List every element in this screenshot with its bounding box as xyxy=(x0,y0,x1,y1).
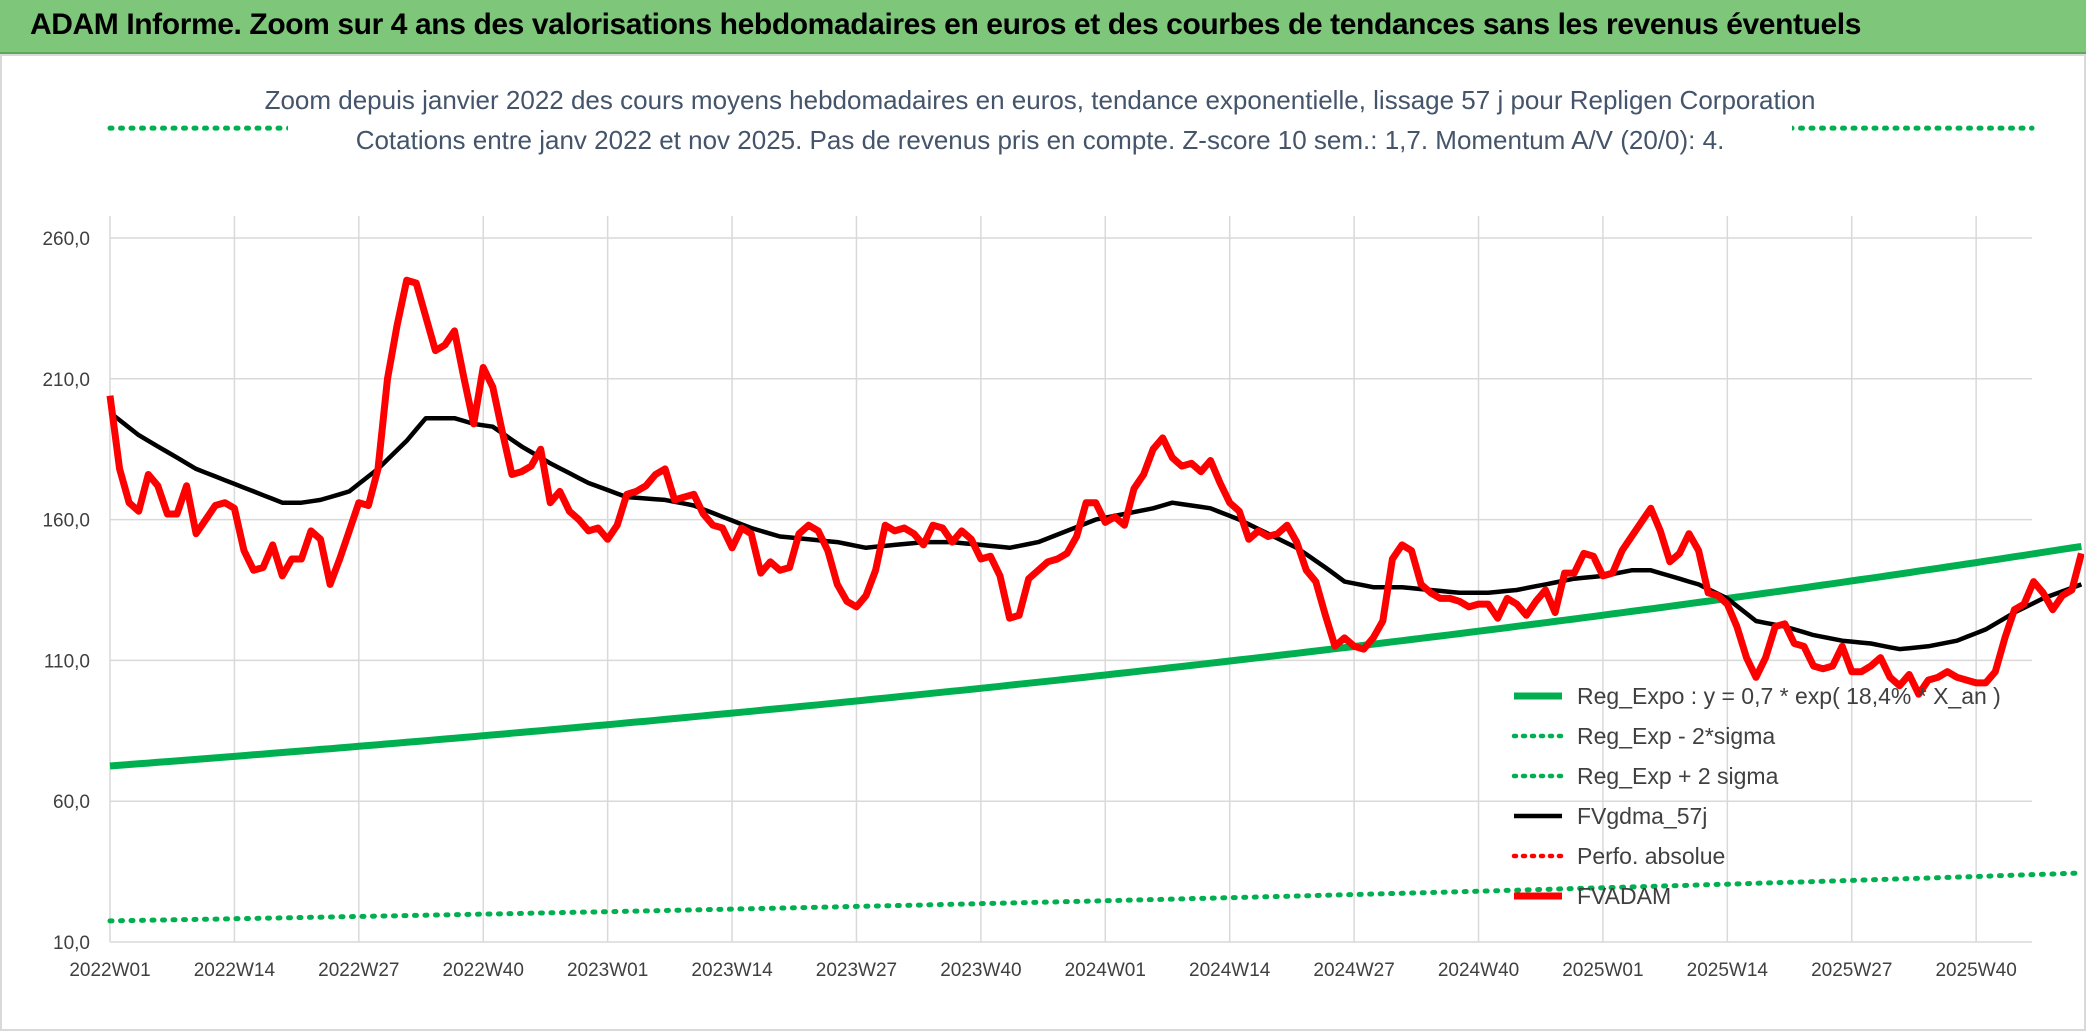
x-tick-label: 2025W40 xyxy=(1935,960,2016,981)
x-tick-label: 2024W27 xyxy=(1313,960,1394,981)
x-tick-label: 2025W01 xyxy=(1562,960,1643,981)
fvadam-line xyxy=(106,276,2084,698)
chart-title: Zoom depuis janvier 2022 des cours moyen… xyxy=(265,85,1816,115)
legend-label: Reg_Expo : y = 0,7 * exp( 18,4% * X_an ) xyxy=(1577,683,2001,709)
legend: Reg_Expo : y = 0,7 * exp( 18,4% * X_an )… xyxy=(1511,683,2001,909)
legend-label: FVgdma_57j xyxy=(1577,803,1707,829)
legend-label: FVADAM xyxy=(1577,883,1671,909)
y-axis-ticks: 10,0 60,0 110,0 160,0 210,0 260,0 xyxy=(42,229,90,954)
x-tick-label: 2024W01 xyxy=(1065,960,1146,981)
grid xyxy=(109,216,2032,943)
chart-subtitle: Cotations entre janv 2022 et nov 2025. P… xyxy=(356,125,1725,155)
x-tick-label: 2023W27 xyxy=(816,960,897,981)
title-area xyxy=(288,60,1792,172)
x-tick-label: 2022W40 xyxy=(443,960,524,981)
series-reg-expo xyxy=(109,542,2082,770)
series-reg-minus xyxy=(107,870,2084,924)
y-tick-label: 260,0 xyxy=(42,229,90,250)
x-tick-label: 2025W27 xyxy=(1811,960,1892,981)
x-tick-label: 2022W01 xyxy=(69,960,150,981)
y-tick-label: 10,0 xyxy=(53,933,90,954)
chart-frame: Zoom depuis janvier 2022 des cours moyen… xyxy=(0,54,2086,1031)
x-tick-label: 2023W14 xyxy=(691,960,773,981)
fvgdma-line xyxy=(108,410,2083,652)
x-tick-label: 2023W40 xyxy=(940,960,1021,981)
y-tick-label: 210,0 xyxy=(42,370,90,391)
report-banner: ADAM Informe. Zoom sur 4 ans des valoris… xyxy=(0,0,2086,54)
chart-svg: Zoom depuis janvier 2022 des cours moyen… xyxy=(2,56,2084,1029)
legend-label: Reg_Exp + 2 sigma xyxy=(1577,763,1779,789)
x-tick-label: 2022W27 xyxy=(318,960,399,981)
series-fvadam xyxy=(106,276,2084,698)
reg-expo-line xyxy=(109,542,2082,770)
x-axis-ticks: 2022W01 2022W14 2022W27 2022W40 2023W01 2023W… xyxy=(69,960,2016,981)
y-tick-label: 160,0 xyxy=(42,511,90,532)
y-tick-label: 60,0 xyxy=(53,792,90,813)
report-title: ADAM Informe. Zoom sur 4 ans des valoris… xyxy=(30,8,1862,41)
x-tick-label: 2024W14 xyxy=(1189,960,1271,981)
x-tick-label: 2022W14 xyxy=(194,960,276,981)
legend-label: Reg_Exp - 2*sigma xyxy=(1577,723,1775,749)
x-tick-label: 2024W40 xyxy=(1438,960,1519,981)
y-tick-label: 110,0 xyxy=(44,651,90,672)
x-tick-label: 2025W14 xyxy=(1687,960,1769,981)
reg-minus-line xyxy=(107,870,2084,924)
series-fvgdma xyxy=(108,410,2083,652)
legend-label: Perfo. absolue xyxy=(1577,843,1725,869)
x-tick-label: 2023W01 xyxy=(567,960,648,981)
